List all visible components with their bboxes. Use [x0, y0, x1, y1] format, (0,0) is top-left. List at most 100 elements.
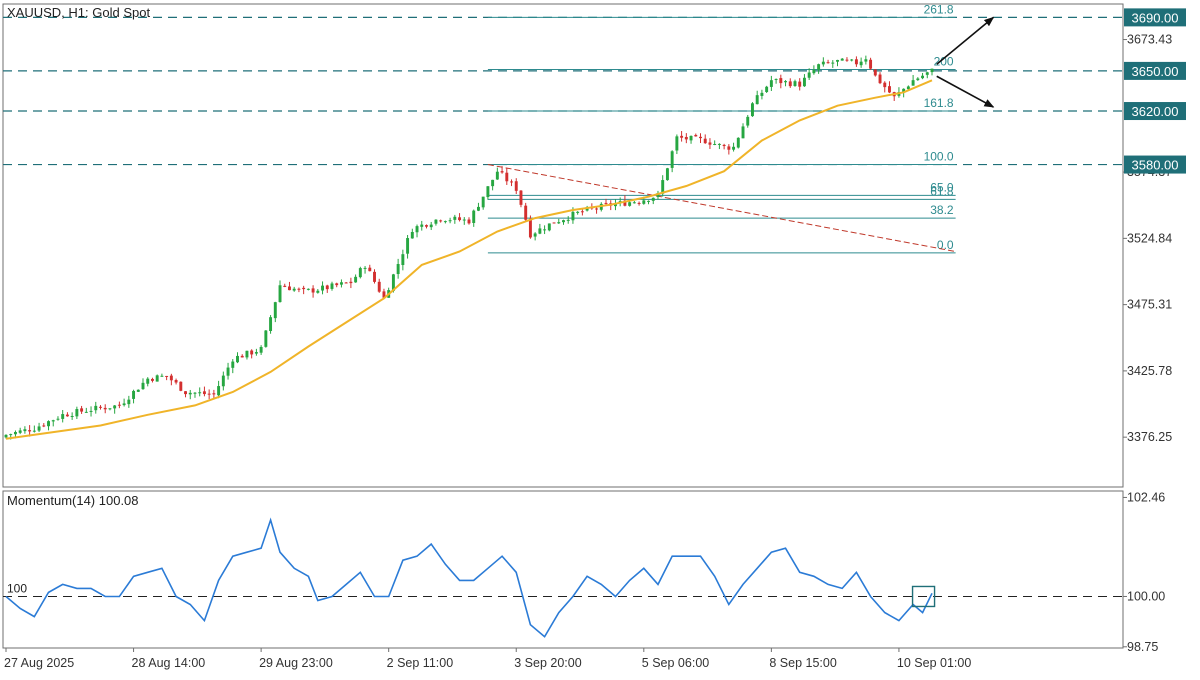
price-ytick-label: 3673.43 — [1127, 33, 1172, 47]
candle-body — [259, 346, 263, 353]
candle-body — [793, 81, 797, 86]
candle-body — [150, 378, 154, 381]
candle-body — [273, 302, 277, 319]
candle-body — [831, 62, 835, 64]
candle-body — [160, 375, 164, 377]
momentum-ytick-label: 98.75 — [1127, 640, 1158, 654]
candle-body — [665, 168, 669, 181]
candle-body — [37, 426, 41, 431]
candle-body — [231, 361, 235, 368]
candle-body — [557, 222, 561, 224]
candle-body — [122, 403, 126, 406]
price-level-box — [1124, 61, 1186, 80]
candle-body — [514, 181, 518, 191]
candle-body — [500, 171, 504, 173]
candle-body — [368, 267, 372, 272]
candle-body — [344, 282, 348, 284]
candle-body — [817, 64, 821, 70]
candle-body — [613, 203, 617, 207]
candle-body — [869, 59, 873, 69]
price-level-box-label: 3580.00 — [1132, 158, 1179, 173]
candle-body — [906, 86, 910, 90]
candle-body — [878, 74, 882, 84]
candle-body — [245, 350, 249, 358]
candle-body — [4, 434, 8, 438]
candle-body — [930, 68, 934, 73]
candle-body — [722, 144, 726, 147]
momentum-highlight-box — [911, 585, 936, 608]
candle-body — [264, 330, 268, 347]
candle-body — [642, 200, 646, 204]
candle-body — [165, 375, 169, 377]
xtick-label: 5 Sep 06:00 — [642, 656, 709, 670]
price-level-box-label: 3620.00 — [1132, 104, 1179, 119]
candle-body — [580, 211, 584, 213]
candle-body — [292, 288, 296, 291]
fib-level-label: 261.8 — [924, 2, 954, 16]
candle-body — [571, 211, 575, 221]
candle-body — [141, 382, 145, 390]
candle-body — [89, 410, 93, 412]
candle-body — [302, 287, 306, 290]
candle-body — [888, 86, 891, 93]
candle-body — [836, 59, 839, 62]
candle-body — [382, 291, 386, 298]
candle-body — [179, 381, 183, 391]
candle-body — [321, 285, 325, 291]
momentum-panel-frame — [2, 490, 1124, 649]
price-level-box — [1124, 155, 1186, 174]
candle-body — [269, 317, 273, 331]
candle-body — [32, 430, 36, 432]
price-ytick-label: 3425.78 — [1127, 364, 1172, 378]
candle-body — [396, 264, 400, 275]
candle-body — [306, 288, 310, 290]
candle-body — [70, 415, 74, 417]
candle-body — [637, 202, 641, 204]
candle-body — [595, 208, 599, 210]
candle-body — [84, 411, 88, 413]
candle-body — [576, 211, 580, 213]
candle-body — [28, 430, 32, 432]
candle-body — [9, 434, 13, 436]
candle-body — [713, 144, 717, 146]
candle-body — [675, 136, 679, 151]
candle-body — [61, 414, 65, 419]
candle-body — [146, 378, 150, 384]
candle-body — [127, 399, 131, 405]
candle-body — [212, 393, 216, 395]
candle-body — [188, 392, 192, 395]
candle-body — [604, 202, 608, 204]
candle-body — [779, 78, 783, 84]
candle-body — [519, 190, 523, 205]
candle-body — [911, 80, 915, 86]
momentum-ytick-label: 100.00 — [1127, 589, 1165, 603]
candle-body — [524, 205, 528, 220]
candle-body — [75, 409, 79, 417]
momentum-title: Momentum(14) 100.08 — [7, 493, 139, 508]
candle-body — [717, 143, 721, 145]
xtick-label: 10 Sep 01:00 — [897, 656, 971, 670]
candle-body — [802, 77, 806, 87]
candle-body — [434, 219, 438, 224]
panel-frames — [2, 3, 1124, 649]
candle-body — [198, 392, 202, 394]
candle-body — [56, 418, 60, 420]
candle-body — [18, 430, 22, 433]
trend-line — [487, 164, 956, 253]
candle-body — [916, 78, 920, 81]
price-ytick-label: 3524.84 — [1127, 231, 1172, 245]
candle-body — [99, 406, 102, 408]
candle-body — [193, 392, 197, 394]
price-chart-title: XAUUSD, H1: Gold Spot — [7, 5, 150, 20]
candle-body — [51, 420, 55, 422]
candle-body — [845, 59, 849, 61]
candle-body — [854, 59, 858, 65]
candle-body — [703, 138, 707, 144]
candle-body — [288, 286, 291, 291]
candle-body — [533, 233, 537, 237]
candle-body — [363, 267, 367, 269]
moving-average-line — [5, 79, 933, 440]
candle-body — [462, 219, 466, 221]
candle-body — [226, 367, 230, 376]
xtick-label: 29 Aug 23:00 — [259, 656, 333, 670]
